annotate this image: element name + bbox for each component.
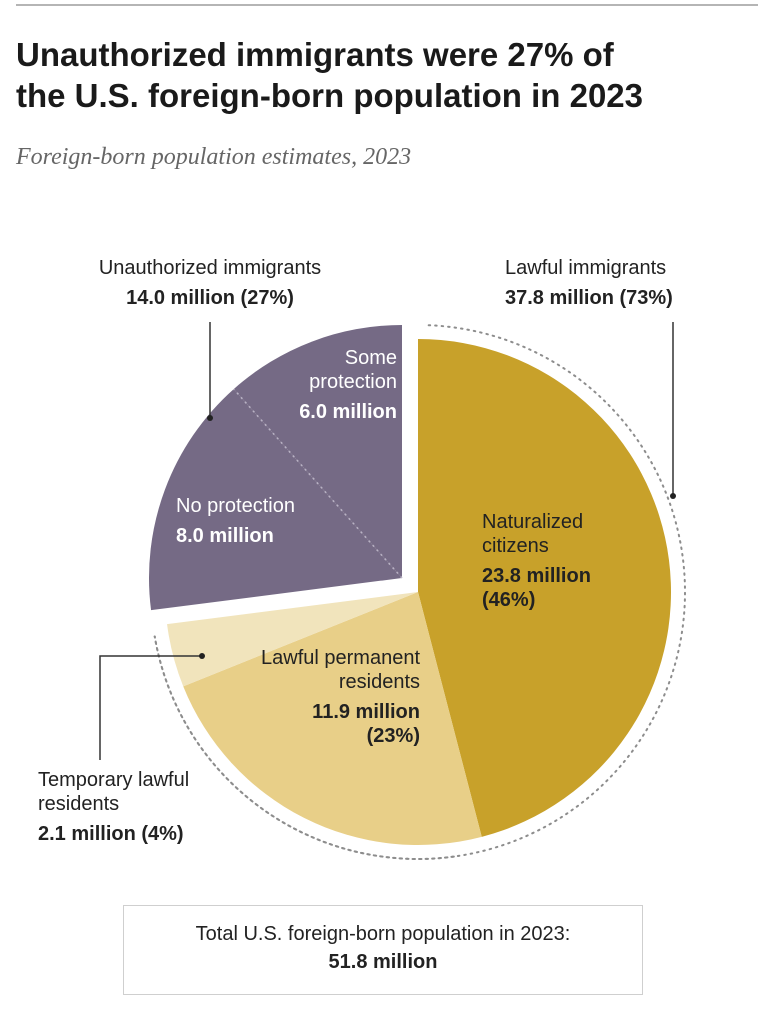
unauthorized-divider: [233, 388, 403, 579]
slice-some-protection: [233, 325, 402, 578]
chart-title: Unauthorized immigrants were 27% of the …: [16, 36, 644, 114]
temporary-leader-dot: [199, 653, 205, 659]
naturalized-value: 23.8 million (46%): [482, 565, 591, 611]
chart-subtitle: Foreign-born population estimates, 2023: [16, 144, 412, 170]
total-label: Total U.S. foreign-born population in 20…: [195, 923, 571, 945]
temporary-value: 2.1 million (4%): [38, 823, 184, 845]
lawful-name: Lawful immigrants: [505, 257, 667, 279]
lawful-value: 37.8 million (73%): [505, 287, 673, 309]
slice-naturalized-citizens: [418, 339, 671, 837]
temporary-name: Temporary lawful residents: [38, 769, 190, 815]
lpr-value-line1: 11.9 million: [312, 701, 420, 723]
some-protection-label: Some protection 6.0 million: [262, 346, 397, 424]
temporary-label: Temporary lawful residents 2.1 million (…: [38, 768, 248, 846]
unauthorized-value: 14.0 million (27%): [126, 287, 294, 309]
lawful-lower-arc: [153, 635, 455, 860]
some-protection-value: 6.0 million: [299, 401, 397, 423]
no-protection-value: 8.0 million: [176, 525, 274, 547]
unauthorized-leader-dot: [207, 415, 213, 421]
unauthorized-name: Unauthorized immigrants: [98, 257, 322, 279]
slice-lawful-permanent-residents: [183, 592, 482, 846]
no-protection-name: No protection: [176, 495, 295, 517]
lpr-name: Lawful permanent residents: [261, 647, 420, 693]
lpr-label: Lawful permanent residents 11.9 million …: [245, 646, 420, 748]
total-value: 51.8 million: [328, 951, 438, 973]
slice-temporary-lawful-residents: [167, 592, 418, 687]
lpr-value-line2: (23%): [366, 725, 420, 747]
temporary-leader: [99, 655, 202, 760]
some-protection-name: Some protection: [309, 347, 397, 393]
unauthorized-label: Unauthorized immigrants 14.0 million (27…: [55, 256, 365, 310]
slice-no-protection: [149, 389, 402, 611]
lawful-leader-dot: [670, 493, 676, 499]
naturalized-name: Naturalized citizens: [482, 511, 584, 557]
top-rule: [16, 4, 758, 6]
total-box: Total U.S. foreign-born population in 20…: [123, 905, 643, 995]
naturalized-label: Naturalized citizens 23.8 million (46%): [482, 510, 642, 612]
no-protection-label: No protection 8.0 million: [176, 494, 316, 548]
lawful-label: Lawful immigrants 37.8 million (73%): [505, 256, 745, 310]
